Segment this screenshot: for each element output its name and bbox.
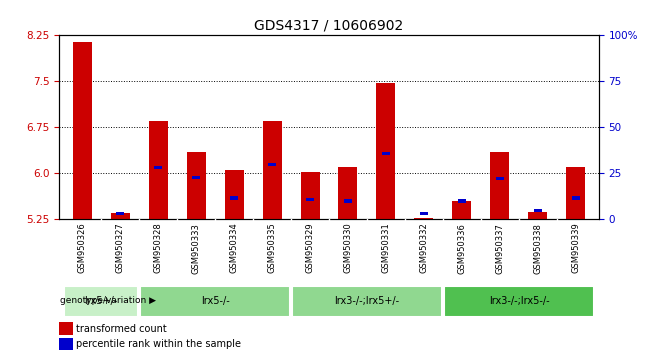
Bar [149,121,168,219]
Text: lrx5-/-: lrx5-/- [201,296,230,306]
Text: GSM950327: GSM950327 [116,223,124,273]
Bar [306,198,315,201]
Bar [420,212,428,215]
Text: GSM950339: GSM950339 [572,223,580,273]
Bar [528,211,547,219]
Bar [59,322,72,335]
Bar [415,218,434,219]
Text: GSM950336: GSM950336 [457,223,467,274]
Bar [458,199,467,203]
Bar [191,176,200,179]
Bar [268,162,276,166]
Bar [154,166,163,169]
Bar [230,196,238,200]
Text: GSM950338: GSM950338 [534,223,542,274]
Text: transformed count: transformed count [76,324,167,333]
Bar [116,212,124,215]
Text: GSM950335: GSM950335 [268,223,276,273]
Text: GSM950330: GSM950330 [343,223,353,273]
Text: GSM950328: GSM950328 [153,223,163,273]
Bar [72,41,91,219]
Text: percentile rank within the sample: percentile rank within the sample [76,339,241,349]
Text: lrx3-/-;lrx5+/-: lrx3-/-;lrx5+/- [334,296,399,306]
Text: GSM950333: GSM950333 [191,223,201,274]
Text: GSM950332: GSM950332 [420,223,428,273]
Text: GSM950326: GSM950326 [78,223,86,273]
Text: GSM950334: GSM950334 [230,223,238,273]
Bar [301,172,320,219]
Bar [263,121,282,219]
Bar [567,167,586,219]
Text: GSM950331: GSM950331 [382,223,390,273]
FancyBboxPatch shape [291,286,442,317]
Bar [186,152,205,219]
Text: genotype/variation ▶: genotype/variation ▶ [60,296,156,306]
Title: GDS4317 / 10606902: GDS4317 / 10606902 [255,19,403,33]
Bar [111,213,130,219]
Bar [343,199,352,203]
FancyBboxPatch shape [443,286,594,317]
Bar [534,209,542,212]
Text: lrx5+/-: lrx5+/- [84,296,118,306]
Bar [224,170,243,219]
Text: GSM950337: GSM950337 [495,223,505,274]
FancyBboxPatch shape [139,286,290,317]
FancyBboxPatch shape [64,286,138,317]
Bar [376,82,395,219]
Text: lrx3-/-;lrx5-/-: lrx3-/-;lrx5-/- [489,296,549,306]
Text: GSM950329: GSM950329 [305,223,315,273]
Bar [59,338,72,350]
Bar [382,152,390,155]
Bar [453,201,472,219]
Bar [572,196,580,200]
Bar [495,177,504,180]
Bar [338,167,357,219]
Bar [490,152,509,219]
